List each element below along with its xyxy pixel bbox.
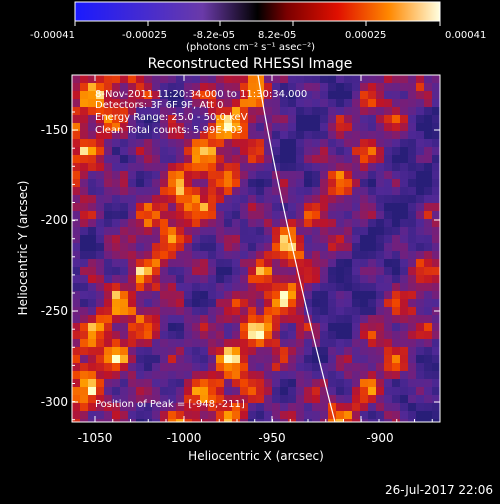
colorbar: -0.00041 -0.00025 -8.2e-05 8.2e-05 0.000… <box>30 1 486 53</box>
colorbar-tick-5: 0.00041 <box>445 30 486 41</box>
annotation-detectors: Detectors: 3F 6F 9F, Att 0 <box>95 100 223 111</box>
x-axis-label: Heliocentric X (arcsec) <box>188 449 324 463</box>
plot-frame <box>71 74 441 423</box>
annotation-time-range: 8-Nov-2011 11:20:34.000 to 11:30:34.000 <box>95 89 307 100</box>
y-tick-label-1: -200 <box>41 213 68 227</box>
annotation-clean-counts: Clean Total counts: 5.99E+03 <box>95 125 243 136</box>
annotation-peak-position: Position of Peak = [-948,-211] <box>95 399 245 410</box>
colorbar-tick-4: 0.00025 <box>345 30 386 41</box>
x-tick-label-0: -1050 <box>78 431 113 445</box>
colorbar-units: (photons cm⁻² s⁻¹ asec⁻²) <box>186 42 315 53</box>
rhessi-image <box>72 75 440 422</box>
y-axis-label: Heliocentric Y (arcsec) <box>16 181 30 316</box>
annotation-energy-range: Energy Range: 25.0 - 50.0 keV <box>95 112 248 123</box>
colorbar-tick-3: 8.2e-05 <box>258 30 296 41</box>
footer-date: 26-Jul-2017 22:06 <box>385 483 493 497</box>
x-tick-label-3: -900 <box>366 431 393 445</box>
x-tick-label-2: -950 <box>258 431 285 445</box>
y-tick-label-3: -300 <box>41 395 68 409</box>
solar-limb-line <box>257 75 336 422</box>
colorbar-tick-0: -0.00041 <box>30 30 75 41</box>
x-tick-label-1: -1000 <box>167 431 202 445</box>
colorbar-gradient <box>74 1 441 22</box>
colorbar-tick-2: -8.2e-05 <box>193 30 235 41</box>
y-tick-label-2: -250 <box>41 304 68 318</box>
y-tick-label-0: -150 <box>41 123 68 137</box>
plot-title: Reconstructed RHESSI Image <box>148 56 353 72</box>
colorbar-tick-1: -0.00025 <box>122 30 167 41</box>
